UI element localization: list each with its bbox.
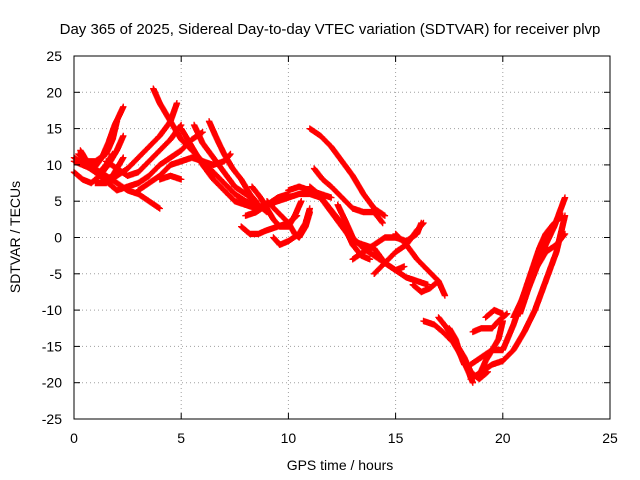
series-arc-31 <box>409 277 442 296</box>
series-marks <box>103 121 185 179</box>
x-tick-label: 25 <box>602 430 618 446</box>
series-arc-41 <box>482 306 506 321</box>
series-arc-24 <box>310 165 386 227</box>
series-arc-34 <box>446 325 468 368</box>
y-tick-label: 15 <box>46 121 62 137</box>
series-arc-13 <box>156 172 185 183</box>
tick-layer: 0 5 10 15 20 25 -25 -20 -15 -10 -5 0 5 10 15 20 25 <box>42 48 618 446</box>
series-arc-15 <box>190 121 260 205</box>
y-tick-label: 25 <box>46 48 62 64</box>
series-marks <box>92 100 181 187</box>
series-arc-06 <box>81 118 121 165</box>
series-marks <box>446 325 468 368</box>
y-tick-label: -20 <box>42 375 62 391</box>
y-tick-label: 0 <box>54 230 62 246</box>
y-tick-label: 10 <box>46 157 62 173</box>
series-marks <box>409 277 442 296</box>
series-marks <box>310 165 386 227</box>
series-marks <box>205 118 271 216</box>
x-tick-label: 10 <box>281 430 297 446</box>
x-tick-label: 15 <box>388 430 404 446</box>
series-marks <box>156 172 185 183</box>
series-arc-09 <box>103 121 185 179</box>
series-marks <box>516 230 569 317</box>
y-tick-label: -10 <box>42 302 62 318</box>
y-axis-label: SDTVAR / TECUs <box>7 181 23 293</box>
series-marks <box>190 121 260 205</box>
series-marks <box>482 306 506 321</box>
data-layer <box>70 85 569 386</box>
grid-layer <box>74 56 610 419</box>
series-arc-21 <box>270 205 313 248</box>
series-arc-23 <box>306 125 389 219</box>
series-arc-08 <box>92 100 181 187</box>
series-arc-36 <box>469 310 511 336</box>
series-marks <box>306 125 389 219</box>
x-tick-label: 0 <box>70 430 78 446</box>
series-marks <box>81 118 121 165</box>
y-tick-label: -5 <box>50 266 63 282</box>
series-marks <box>270 205 313 248</box>
y-tick-label: -15 <box>42 338 62 354</box>
y-tick-label: 20 <box>46 84 62 100</box>
x-axis-label: GPS time / hours <box>287 457 394 473</box>
y-tick-label: 5 <box>54 193 62 209</box>
series-marks <box>469 310 511 336</box>
series-arc-16 <box>205 118 271 216</box>
chart-title: Day 365 of 2025, Sidereal Day-to-day VTE… <box>60 21 601 38</box>
y-tick-label: -25 <box>42 411 62 427</box>
series-arc-40 <box>516 230 569 317</box>
x-tick-label: 20 <box>495 430 511 446</box>
x-tick-label: 5 <box>177 430 185 446</box>
